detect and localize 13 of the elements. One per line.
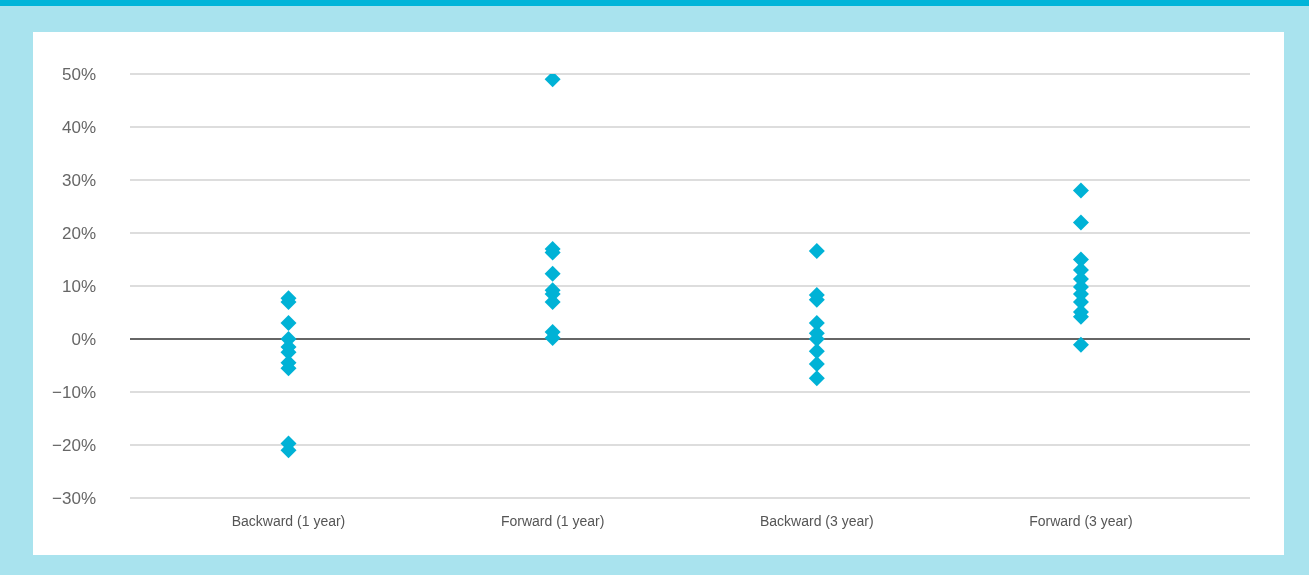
y-tick-label: 0% — [71, 330, 96, 350]
y-tick-label: 40% — [61, 118, 96, 138]
x-tick-label: Forward (3 year) — [1029, 512, 1133, 529]
y-tick-label: −20% — [52, 436, 96, 456]
y-tick-label: 30% — [61, 171, 96, 191]
y-tick-label: 10% — [61, 277, 96, 297]
y-tick-label: −30% — [52, 489, 96, 509]
y-tick-label: −10% — [52, 383, 96, 403]
x-tick-label: Backward (3 year) — [760, 512, 874, 529]
y-tick-label: 20% — [61, 224, 96, 244]
x-tick-label: Backward (1 year) — [231, 512, 346, 529]
x-tick-label: Forward (1 year) — [500, 512, 605, 529]
y-tick-label: 50% — [61, 65, 96, 85]
